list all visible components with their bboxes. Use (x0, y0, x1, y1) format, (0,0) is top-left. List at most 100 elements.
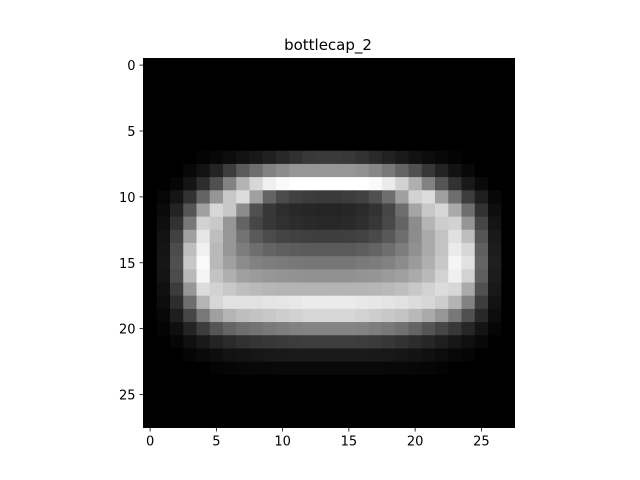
heatmap-cell-0-21 (421, 58, 436, 73)
heatmap-cell-19-14 (329, 308, 343, 323)
heatmap-cell-9-24 (461, 177, 476, 191)
heatmap-cell-20-8 (249, 322, 264, 336)
heatmap-cell-15-0 (143, 256, 158, 270)
heatmap-cell-18-1 (156, 295, 171, 310)
heatmap-cell-20-27 (501, 322, 515, 336)
heatmap-cell-12-13 (315, 216, 330, 231)
heatmap-cell-3-1 (156, 98, 171, 112)
heatmap-cell-1-12 (302, 71, 317, 86)
heatmap-cell-13-17 (368, 229, 383, 244)
heatmap-cell-6-11 (289, 137, 303, 152)
heatmap-cell-10-23 (448, 190, 462, 204)
heatmap-cell-13-3 (183, 229, 197, 244)
heatmap-cell-5-23 (448, 124, 462, 138)
heatmap-cell-24-4 (196, 374, 211, 389)
heatmap-cell-22-9 (262, 348, 277, 363)
heatmap-cell-7-8 (249, 150, 264, 165)
heatmap-cell-13-24 (461, 229, 476, 244)
heatmap-cell-4-6 (223, 111, 237, 125)
heatmap-cell-6-24 (461, 137, 476, 152)
heatmap-cell-3-11 (289, 98, 303, 112)
heatmap-cell-20-13 (315, 322, 330, 336)
heatmap-cell-22-10 (276, 348, 290, 363)
heatmap-cell-18-12 (302, 295, 317, 310)
heatmap-cell-6-2 (170, 137, 184, 152)
heatmap-cell-4-16 (355, 111, 370, 125)
y-tick-label-15: 15 (119, 257, 136, 272)
heatmap-cell-21-20 (408, 335, 423, 349)
heatmap-cell-22-23 (448, 348, 462, 363)
heatmap-cell-19-19 (395, 308, 409, 323)
heatmap-cell-5-12 (302, 124, 317, 138)
heatmap-cell-11-24 (461, 203, 476, 218)
heatmap-cell-2-1 (156, 84, 171, 99)
heatmap-cell-21-2 (170, 335, 184, 349)
heatmap-cell-19-10 (276, 308, 290, 323)
heatmap-cell-22-5 (209, 348, 224, 363)
heatmap-cell-21-23 (448, 335, 462, 349)
heatmap-cell-18-8 (249, 295, 264, 310)
heatmap-cell-9-6 (223, 177, 237, 191)
heatmap-cell-0-20 (408, 58, 423, 73)
heatmap-cell-11-2 (170, 203, 184, 218)
heatmap-cell-8-12 (302, 163, 317, 178)
heatmap-cell-6-21 (421, 137, 436, 152)
heatmap-cell-18-10 (276, 295, 290, 310)
heatmap-cell-19-12 (302, 308, 317, 323)
heatmap-cell-20-1 (156, 322, 171, 336)
heatmap-cell-14-8 (249, 243, 264, 257)
heatmap-cell-8-9 (262, 163, 277, 178)
heatmap-cell-17-20 (408, 282, 423, 297)
heatmap-cell-18-23 (448, 295, 462, 310)
heatmap-cell-10-13 (315, 190, 330, 204)
heatmap-cell-14-13 (315, 243, 330, 257)
heatmap-cell-17-7 (236, 282, 250, 297)
heatmap-cell-24-9 (262, 374, 277, 389)
heatmap-cell-19-22 (435, 308, 449, 323)
heatmap-cell-11-23 (448, 203, 462, 218)
heatmap-cell-1-2 (170, 71, 184, 86)
heatmap-cell-21-1 (156, 335, 171, 349)
heatmap-cell-27-12 (302, 414, 317, 428)
heatmap-cell-3-7 (236, 98, 250, 112)
heatmap-cell-10-21 (421, 190, 436, 204)
heatmap-cell-3-8 (249, 98, 264, 112)
y-tick-label-25: 25 (119, 389, 136, 404)
heatmap-cell-15-25 (474, 256, 489, 270)
heatmap-cell-13-21 (421, 229, 436, 244)
heatmap-cell-6-18 (382, 137, 396, 152)
heatmap-cell-15-19 (395, 256, 409, 270)
heatmap-cell-20-10 (276, 322, 290, 336)
heatmap-cell-5-3 (183, 124, 197, 138)
heatmap-cell-22-2 (170, 348, 184, 363)
heatmap-cell-17-2 (170, 282, 184, 297)
heatmap-cell-23-27 (501, 361, 515, 376)
heatmap-cell-8-19 (395, 163, 409, 178)
heatmap-cell-12-8 (249, 216, 264, 231)
heatmap-cell-11-17 (368, 203, 383, 218)
heatmap-cell-26-15 (342, 401, 356, 415)
heatmap-cell-9-14 (329, 177, 343, 191)
heatmap-cell-1-6 (223, 71, 237, 86)
heatmap-cell-1-4 (196, 71, 211, 86)
heatmap-cell-8-6 (223, 163, 237, 178)
heatmap-cell-21-17 (368, 335, 383, 349)
heatmap-cell-12-15 (342, 216, 356, 231)
heatmap-cell-5-0 (143, 124, 158, 138)
heatmap-cell-14-17 (368, 243, 383, 257)
heatmap-cell-15-1 (156, 256, 171, 270)
y-axis: 0 5 10 15 20 25 (119, 59, 144, 404)
heatmap-cell-1-10 (276, 71, 290, 86)
heatmap-cell-25-0 (143, 387, 158, 402)
heatmap-cell-19-18 (382, 308, 396, 323)
heatmap-cell-2-23 (448, 84, 462, 99)
heatmap-cell-26-4 (196, 401, 211, 415)
heatmap-cell-25-13 (315, 387, 330, 402)
heatmap-cell-4-24 (461, 111, 476, 125)
heatmap-cell-22-25 (474, 348, 489, 363)
heatmap-cell-21-5 (209, 335, 224, 349)
heatmap-cell-5-25 (474, 124, 489, 138)
heatmap-cell-7-16 (355, 150, 370, 165)
heatmap-cell-24-27 (501, 374, 515, 389)
heatmap-cell-17-26 (488, 282, 502, 297)
